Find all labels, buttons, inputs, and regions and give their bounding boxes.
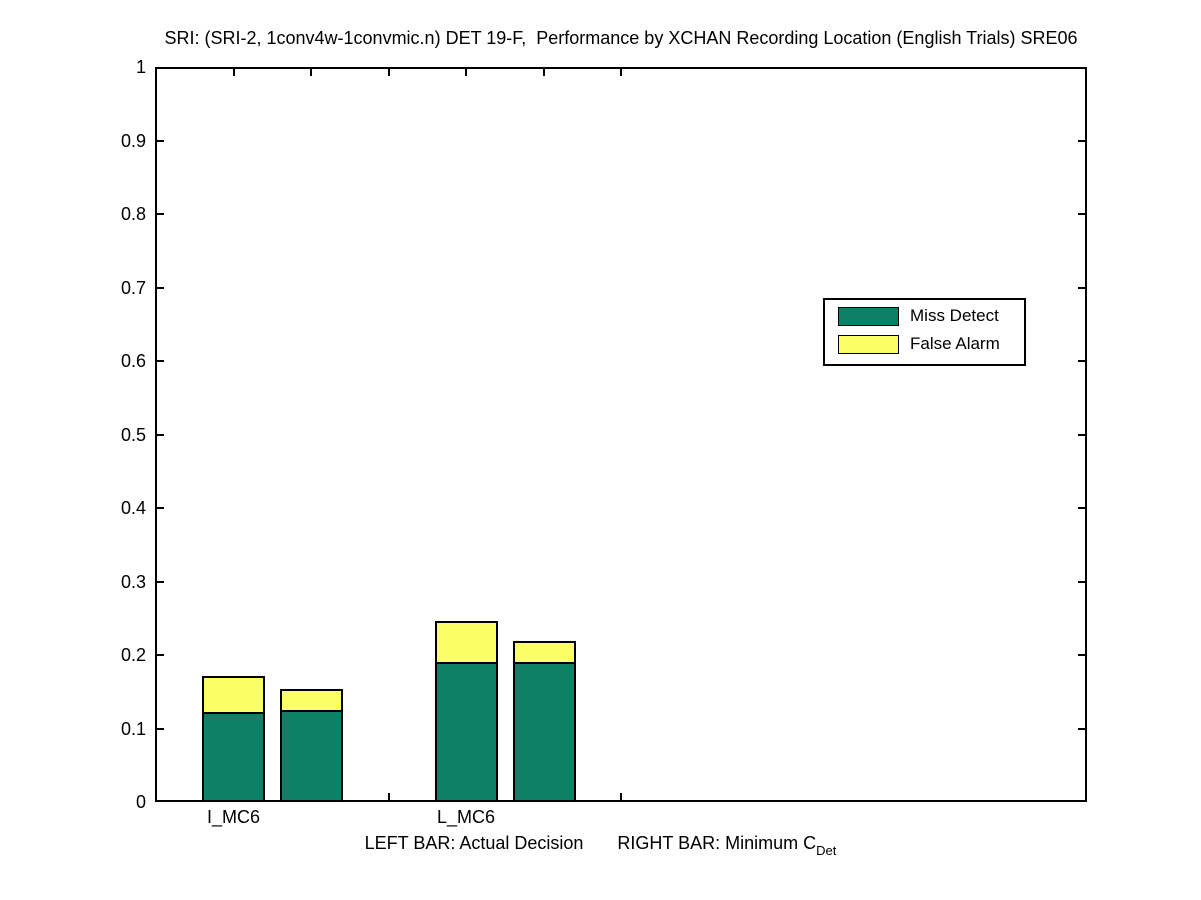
y-tick-label: 0.8: [120, 204, 146, 224]
y-axis-tick: [1078, 287, 1087, 289]
y-axis-tick: [155, 507, 164, 509]
x-axis-tick: [620, 793, 622, 802]
y-axis-tick: [155, 728, 164, 730]
y-axis-tick: [1078, 581, 1087, 583]
y-tick-label: 0.9: [120, 130, 146, 151]
y-axis-tick: [155, 140, 164, 142]
stacked-bar-L_MC6-actual: [434, 621, 498, 802]
miss-detect-segment: [204, 712, 264, 800]
legend: Miss Detect False Alarm: [823, 298, 1026, 366]
false-alarm-swatch: [838, 335, 899, 354]
y-axis-tick: [155, 581, 164, 583]
y-tick-label: 1: [135, 57, 146, 77]
x-axis-tick: [620, 67, 622, 76]
y-axis-tick: [1078, 360, 1087, 362]
y-axis-tick: [155, 287, 164, 289]
y-axis-tick: [1078, 213, 1087, 215]
y-axis-tick: [1078, 728, 1087, 730]
y-axis-tick: [155, 654, 164, 656]
x-axis-tick: [310, 67, 312, 76]
y-axis-tick: [155, 360, 164, 362]
footnote-subscript: Det: [816, 843, 837, 858]
x-axis-tick: [465, 67, 467, 76]
y-tick-label: 0.1: [120, 718, 146, 739]
x-axis-tick: [388, 67, 390, 76]
footnote-left-bar-text: LEFT BAR: Actual Decision: [364, 833, 584, 853]
y-tick-label: 0.6: [120, 351, 146, 371]
miss-detect-swatch: [838, 307, 899, 326]
x-category-label: I_MC6: [207, 807, 261, 827]
y-axis-tick: [155, 434, 164, 436]
y-tick-label: 0.3: [120, 571, 146, 592]
miss-detect-segment: [514, 662, 574, 800]
x-axis-tick: [388, 793, 390, 802]
x-axis-tick: [543, 67, 545, 76]
y-tick-label: 0.7: [120, 277, 146, 298]
y-tick-label: 0: [135, 792, 146, 812]
y-tick-label: 0.4: [120, 498, 146, 518]
stacked-bar-I_MC6-actual: [202, 676, 266, 802]
y-axis-tick: [1078, 434, 1087, 436]
miss-detect-segment: [282, 710, 342, 800]
y-axis-tick: [1078, 140, 1087, 142]
miss-detect-segment: [436, 662, 496, 800]
y-tick-label: 0.5: [120, 424, 146, 445]
y-axis-tick: [155, 213, 164, 215]
y-axis-tick: [1078, 507, 1087, 509]
bar-meaning-footnote: LEFT BAR: Actual Decision RIGHT BAR: Mini…: [0, 831, 1201, 863]
legend-label: Miss Detect: [910, 306, 999, 325]
footnote-right-bar-text: RIGHT BAR: Minimum C: [617, 833, 817, 853]
plot-layer: [155, 67, 1087, 802]
stacked-bar-L_MC6-minimum: [512, 641, 576, 802]
chart-title: SRI: (SRI-2, 1conv4w-1convmic.n) DET 19-…: [164, 28, 1078, 48]
legend-label: False Alarm: [910, 334, 1000, 353]
y-tick-label: 0.2: [120, 645, 146, 665]
stacked-bar-I_MC6-minimum: [280, 688, 344, 802]
y-axis-tick: [1078, 654, 1087, 656]
x-axis-tick: [233, 67, 235, 76]
x-category-label: L_MC6: [437, 807, 496, 827]
plot-area-box: [155, 67, 1087, 802]
